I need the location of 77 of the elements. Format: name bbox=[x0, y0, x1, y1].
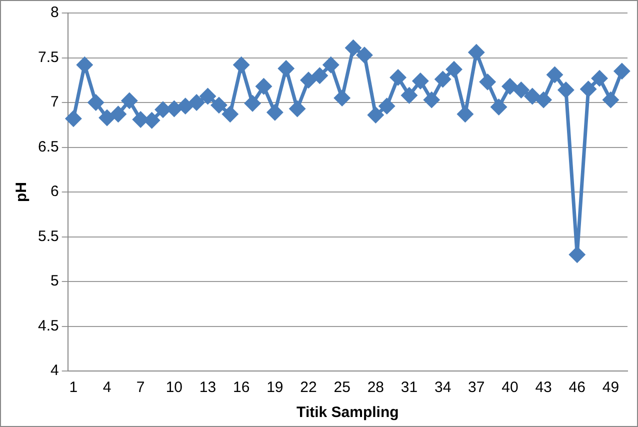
y-tick-label: 4.5 bbox=[38, 317, 59, 334]
point bbox=[290, 101, 306, 117]
point bbox=[178, 98, 194, 114]
point bbox=[569, 246, 585, 262]
x-tick-label: 40 bbox=[502, 379, 518, 396]
x-tick-label: 19 bbox=[266, 379, 284, 396]
point bbox=[346, 40, 362, 56]
y-tick-label: 4 bbox=[50, 362, 59, 380]
point bbox=[200, 88, 216, 104]
y-axis-title: pH bbox=[13, 182, 30, 202]
point bbox=[323, 57, 339, 73]
point bbox=[592, 70, 608, 86]
point bbox=[502, 78, 518, 94]
point bbox=[312, 68, 328, 84]
point bbox=[513, 82, 529, 98]
point bbox=[558, 82, 574, 98]
y-tick-label: 8 bbox=[50, 4, 59, 22]
point bbox=[536, 92, 552, 108]
x-tick-label: 7 bbox=[136, 379, 145, 396]
y-tick-label: 6 bbox=[50, 183, 59, 200]
point bbox=[110, 106, 126, 122]
point bbox=[424, 92, 440, 108]
y-tick-label: 7.5 bbox=[38, 48, 59, 66]
point bbox=[211, 97, 227, 113]
point bbox=[155, 102, 171, 118]
y-tick-label: 5.5 bbox=[38, 228, 59, 245]
point bbox=[66, 110, 82, 126]
point bbox=[379, 98, 395, 114]
point bbox=[166, 101, 182, 117]
x-tick-label: 13 bbox=[199, 379, 216, 396]
y-tick-label: 7 bbox=[50, 94, 59, 111]
x-tick-label: 28 bbox=[367, 379, 384, 396]
point bbox=[267, 104, 283, 120]
x-tick-label: 10 bbox=[166, 379, 183, 396]
point bbox=[334, 90, 350, 106]
point bbox=[435, 71, 451, 87]
point bbox=[88, 94, 104, 110]
x-tick-label: 16 bbox=[233, 379, 250, 396]
x-tick-label: 37 bbox=[468, 379, 485, 396]
point bbox=[614, 63, 630, 79]
point bbox=[602, 92, 618, 108]
point bbox=[222, 106, 238, 122]
point bbox=[356, 47, 372, 63]
point bbox=[390, 70, 406, 86]
x-tick-label: 22 bbox=[300, 379, 317, 396]
point bbox=[368, 107, 384, 123]
point bbox=[300, 72, 316, 88]
point bbox=[580, 81, 596, 97]
point bbox=[122, 92, 138, 108]
point bbox=[132, 112, 148, 128]
point bbox=[468, 44, 484, 60]
x-tick-label: 31 bbox=[400, 379, 418, 396]
point bbox=[412, 73, 428, 89]
x-tick-label: 4 bbox=[102, 379, 112, 396]
point bbox=[244, 96, 260, 112]
point bbox=[256, 78, 272, 94]
point bbox=[401, 88, 417, 104]
point bbox=[76, 57, 92, 73]
x-tick-label: 49 bbox=[602, 379, 620, 396]
x-tick-label: 1 bbox=[69, 379, 78, 396]
point bbox=[99, 110, 115, 126]
point bbox=[188, 94, 204, 110]
point bbox=[446, 62, 462, 78]
y-tick-label: 6.5 bbox=[38, 138, 59, 156]
x-tick-label: 25 bbox=[334, 379, 350, 396]
point bbox=[524, 88, 540, 104]
point bbox=[278, 60, 294, 76]
point bbox=[234, 57, 250, 73]
x-tick-label: 43 bbox=[535, 379, 552, 396]
point bbox=[144, 112, 160, 128]
point bbox=[491, 99, 507, 115]
x-tick-label: 46 bbox=[568, 379, 586, 396]
point bbox=[546, 67, 562, 83]
point bbox=[480, 74, 496, 90]
x-axis-title: Titik Sampling bbox=[296, 404, 399, 422]
x-tick-label: 34 bbox=[434, 379, 452, 396]
y-tick-label: 5 bbox=[50, 272, 59, 290]
